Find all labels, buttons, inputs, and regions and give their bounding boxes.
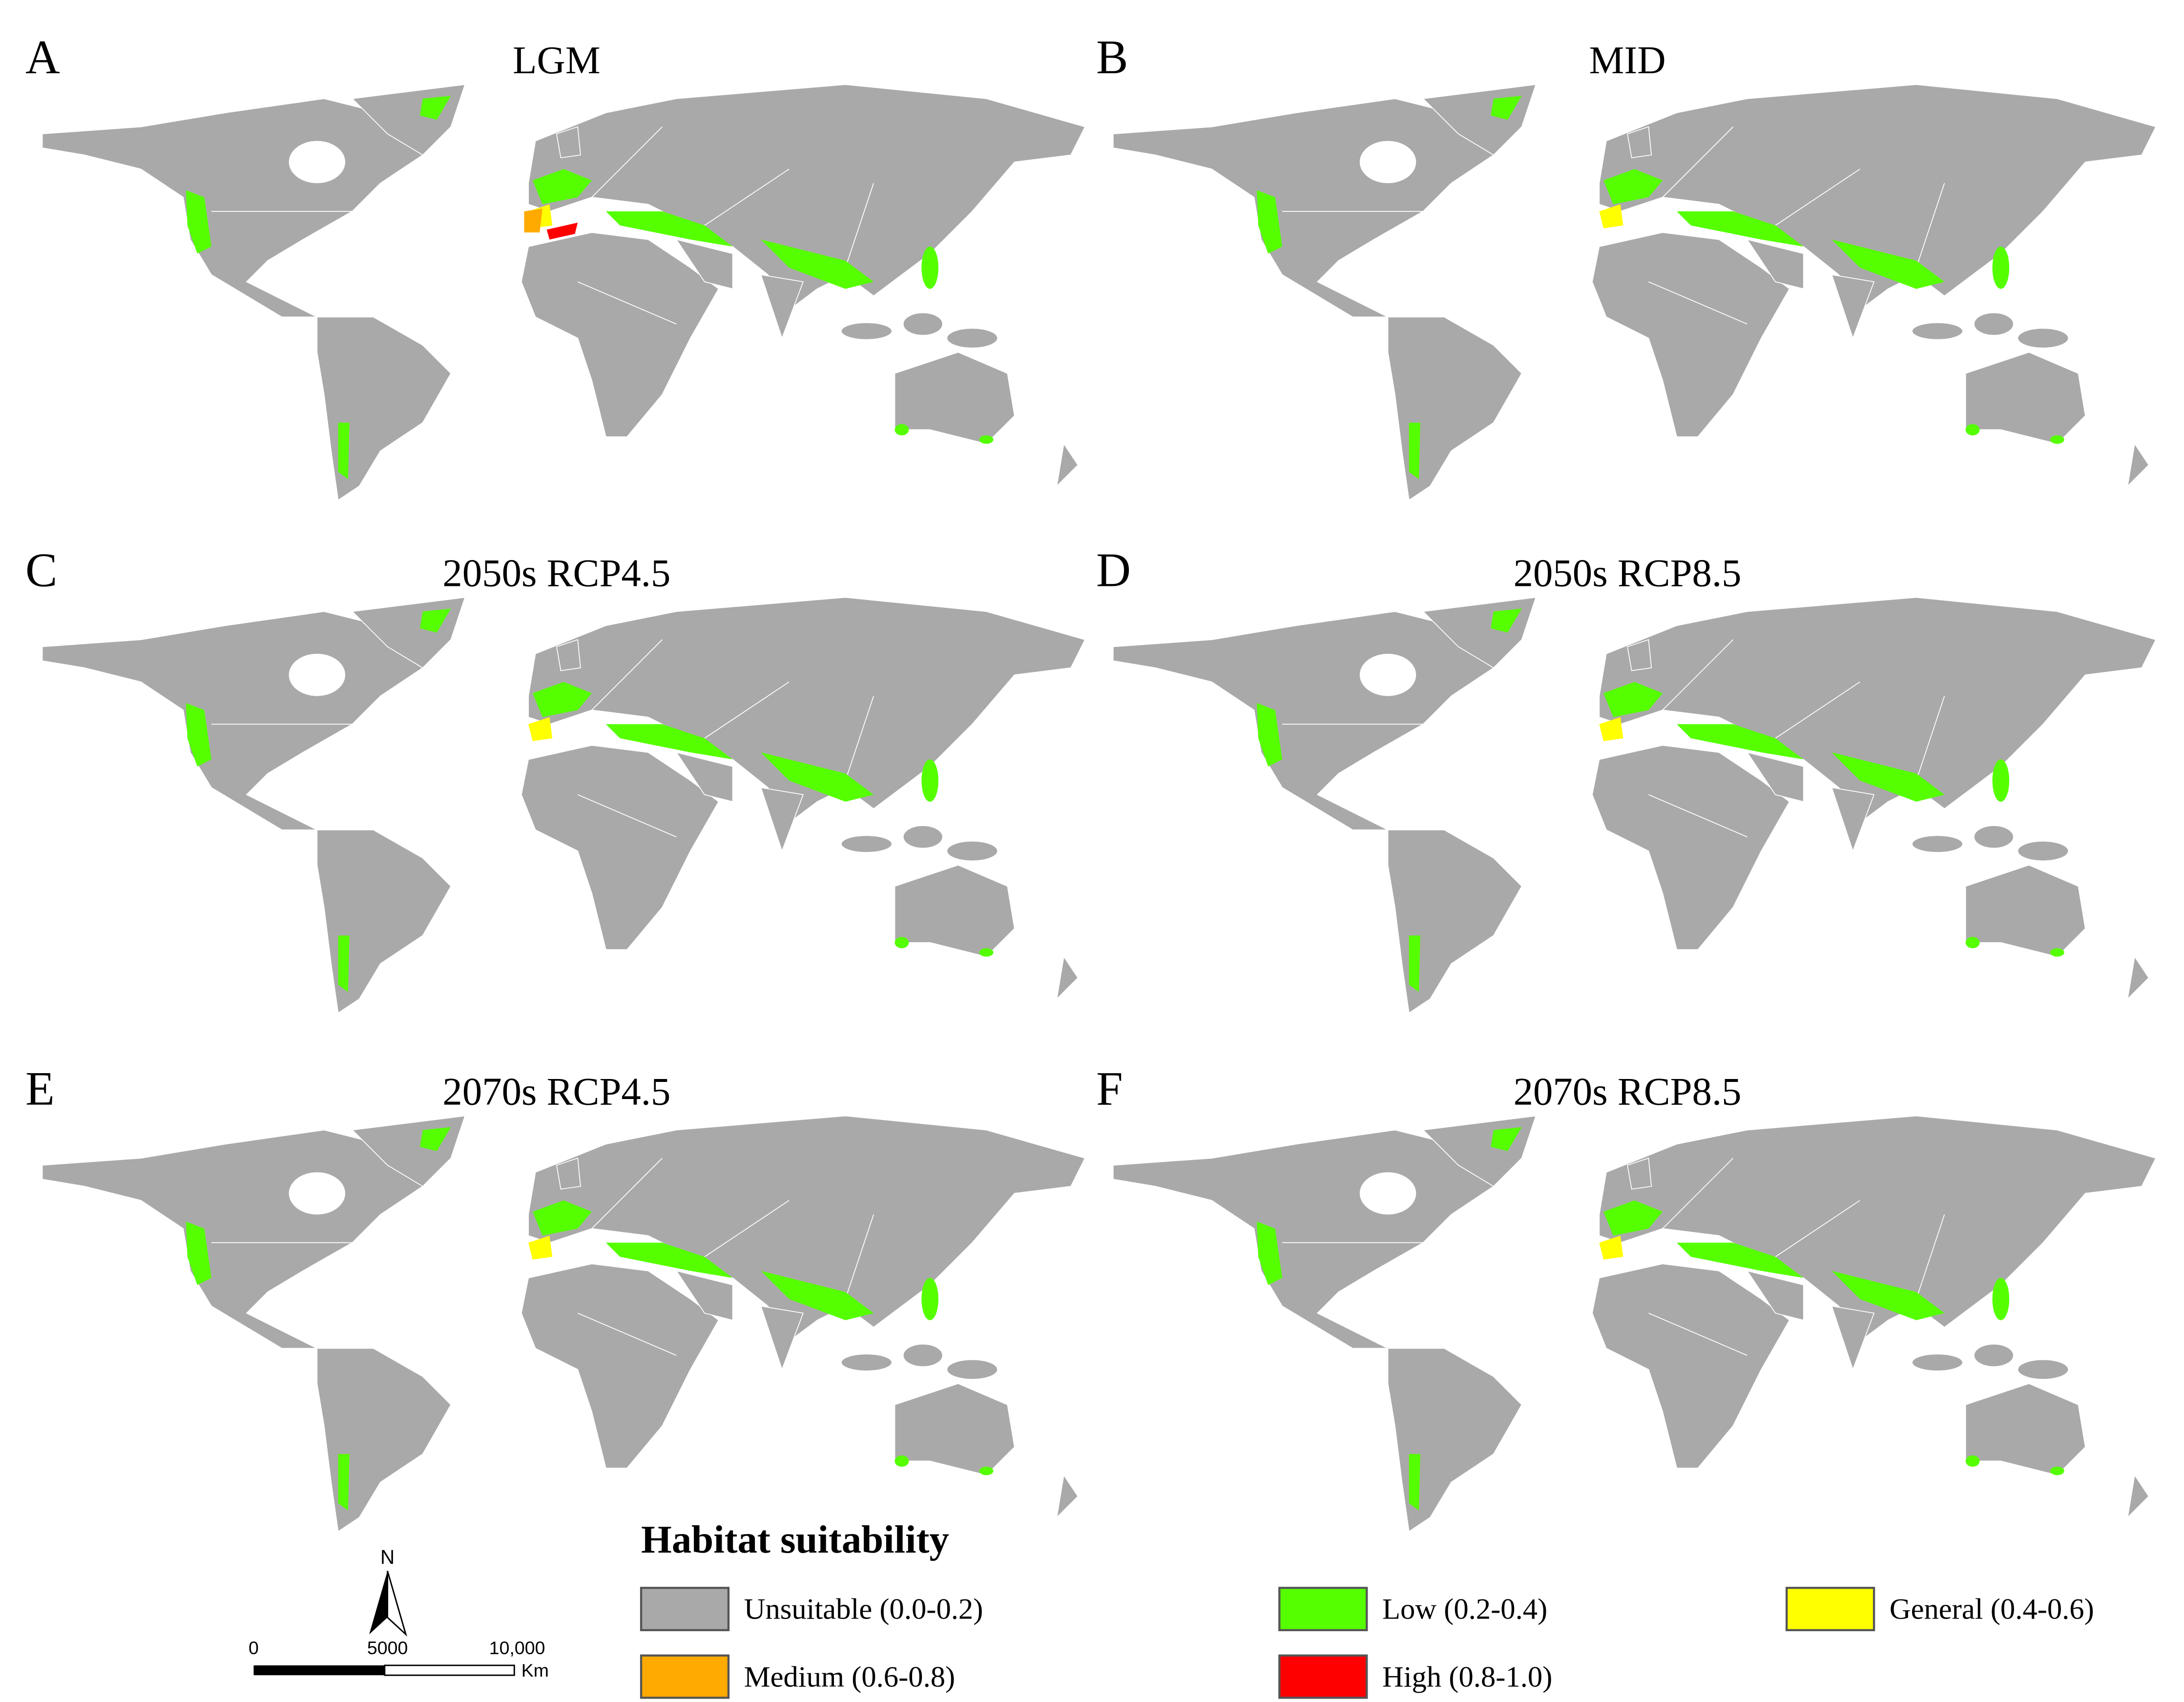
arrow-left xyxy=(369,1571,388,1635)
panel-letter: B xyxy=(1096,31,1128,84)
legend-items: Unsuitable (0.0-0.2) Low (0.2-0.4) General… xyxy=(640,1587,2094,1699)
world-map xyxy=(42,84,1085,501)
map-panel: C 2050s RCP4.5 xyxy=(25,544,1085,1014)
panel-letter: C xyxy=(25,544,57,597)
legend-title: Habitat suitability xyxy=(641,1518,949,1561)
scale-bar: 0 5000 10,000 Km xyxy=(249,1638,549,1681)
panel-letter: D xyxy=(1096,544,1131,597)
general-areas xyxy=(528,1235,553,1260)
legend-swatch xyxy=(640,1654,730,1699)
legend-swatch xyxy=(640,1587,730,1631)
scale-white xyxy=(384,1664,515,1676)
general-areas xyxy=(1599,717,1623,741)
map-panel: B MID xyxy=(1096,31,2157,501)
map-panel: F 2070s RCP8.5 xyxy=(1096,1062,2157,1532)
panel-title: 2050s RCP8.5 xyxy=(1514,551,1742,595)
legend-label: Medium (0.6-0.8) xyxy=(744,1660,956,1693)
scale-unit: Km xyxy=(521,1660,549,1681)
high-areas xyxy=(546,222,578,240)
panel-title: MID xyxy=(1589,39,1666,82)
world-map xyxy=(1112,1115,2157,1532)
legend-swatch xyxy=(1278,1587,1368,1631)
panels: A LGM B MID C 2050s RCP4.5 D 2050s RCP8.5 E 2070s… xyxy=(25,31,2157,1532)
legend-label: Unsuitable (0.0-0.2) xyxy=(744,1593,983,1626)
legend: Habitat suitability Unsuitable (0.0-0.2)… xyxy=(640,1518,2094,1699)
legend-label: Low (0.2-0.4) xyxy=(1382,1593,1547,1626)
medium-areas xyxy=(524,208,543,233)
scale-black xyxy=(253,1665,385,1676)
general-areas xyxy=(528,717,553,741)
world-map xyxy=(42,597,1085,1014)
panel-letter: F xyxy=(1096,1062,1123,1115)
scale-label: 10,000 xyxy=(489,1638,545,1658)
scale-label: 5000 xyxy=(367,1638,408,1658)
legend-label: High (0.8-1.0) xyxy=(1382,1660,1552,1693)
legend-swatch xyxy=(1786,1587,1875,1631)
legend-swatch xyxy=(1278,1654,1368,1699)
map-panel: A LGM xyxy=(25,31,1085,501)
map-panel: E 2070s RCP4.5 xyxy=(25,1062,1085,1532)
world-map xyxy=(1112,84,2157,501)
north-label: N xyxy=(380,1546,395,1568)
general-areas xyxy=(1599,1235,1623,1260)
arrow-right xyxy=(387,1571,407,1637)
panel-title: LGM xyxy=(513,39,601,82)
general-areas xyxy=(1599,204,1623,228)
panel-title: 2070s RCP4.5 xyxy=(442,1070,670,1113)
panel-title: 2050s RCP4.5 xyxy=(442,551,670,595)
north-arrow: N xyxy=(369,1546,407,1637)
legend-label: General (0.4-0.6) xyxy=(1890,1593,2094,1626)
panel-letter: E xyxy=(25,1062,55,1115)
map-panel: D 2050s RCP8.5 xyxy=(1096,544,2157,1014)
panel-letter: A xyxy=(25,31,60,84)
world-map xyxy=(42,1115,1085,1532)
world-map xyxy=(1112,597,2157,1014)
scale-label: 0 xyxy=(249,1638,259,1658)
panel-title: 2070s RCP8.5 xyxy=(1514,1070,1742,1113)
